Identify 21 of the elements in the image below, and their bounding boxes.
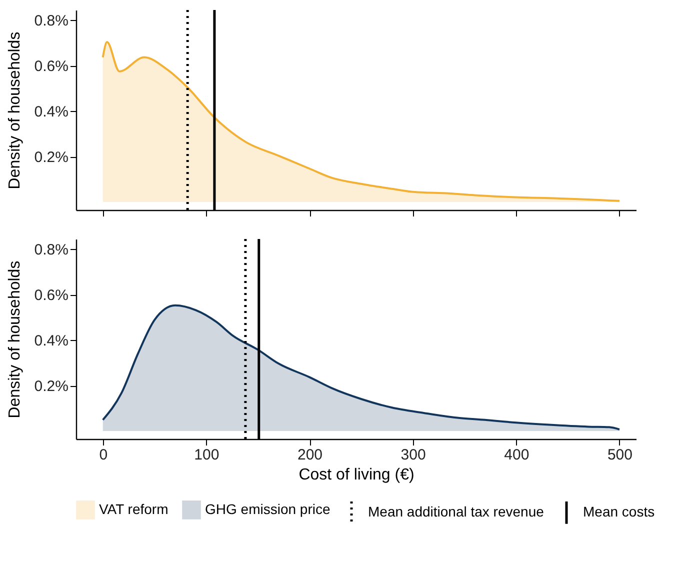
y-tick-label: 0.8% — [34, 242, 68, 259]
legend-label: Mean costs — [583, 504, 655, 520]
y-tick-label: 0.4% — [34, 104, 68, 121]
x-tick-label: 500 — [607, 446, 632, 464]
x-tick-label: 0 — [99, 446, 108, 464]
y-tick-label: 0.6% — [34, 287, 68, 304]
y-axis-title: Density of households — [6, 260, 24, 418]
y-tick-label: 0.4% — [34, 332, 68, 350]
y-tick-label: 0.2% — [34, 378, 68, 396]
legend-label: GHG emission price — [205, 500, 330, 517]
y-tick-label: 0.2% — [34, 149, 68, 166]
x-tick-label: 200 — [297, 446, 323, 464]
legend-label: Mean additional tax revenue — [368, 504, 544, 520]
legend-label: VAT reform — [99, 500, 168, 517]
y-axis-title: Density of households — [6, 32, 24, 190]
y-tick-label: 0.8% — [34, 12, 68, 30]
x-tick-label: 400 — [504, 446, 530, 464]
x-tick-label: 300 — [400, 446, 426, 464]
y-tick-label: 0.6% — [34, 58, 68, 76]
x-axis-title: Cost of living (€) — [298, 466, 414, 484]
x-tick-label: 100 — [194, 446, 220, 464]
